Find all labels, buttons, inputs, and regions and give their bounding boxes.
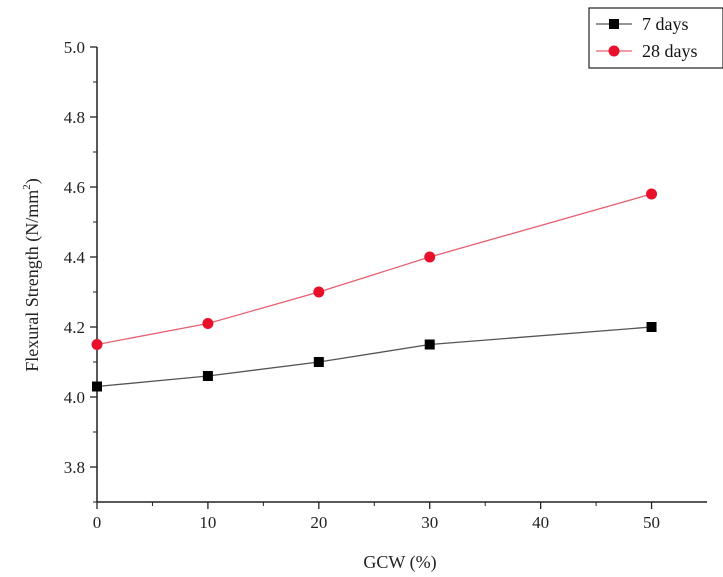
x-tick-label: 50 — [643, 513, 660, 532]
x-axis-title: GCW (%) — [363, 552, 436, 573]
legend: 7 days 28 days — [588, 7, 723, 69]
legend-marker-circle — [608, 45, 620, 57]
axes — [96, 47, 707, 503]
y-tick-label: 4.0 — [64, 388, 85, 407]
series-line — [96, 193, 652, 346]
data-point-circle — [424, 251, 436, 263]
legend-label: 7 days — [642, 14, 689, 34]
x-tick-label: 10 — [199, 513, 216, 532]
data-point-square — [424, 339, 435, 350]
axis-ticks: 0 10 20 30 40 50 3.8 4.0 4.2 4.4 4.6 4.8 5.0 — [64, 38, 660, 532]
data-point-circle — [313, 286, 325, 298]
data-point-circle — [202, 318, 214, 329]
x-tick-label: 40 — [532, 513, 549, 532]
y-axis-title-suffix: ) — [22, 178, 43, 184]
legend-marker-square — [609, 19, 619, 29]
y-tick-label: 4.6 — [64, 178, 85, 197]
x-tick-label: 20 — [310, 513, 327, 532]
y-tick-label: 3.8 — [64, 458, 85, 477]
data-point-circle — [91, 339, 103, 350]
x-tick-label: 0 — [93, 513, 102, 532]
y-axis-title-superscript: 2 — [21, 184, 33, 190]
data-point-square — [313, 357, 324, 367]
data-point-circle — [646, 188, 658, 200]
y-tick-label: 4.4 — [64, 248, 86, 267]
legend-box — [588, 7, 723, 69]
series-line — [96, 326, 652, 388]
data-point-square — [202, 371, 213, 381]
y-tick-label: 4.8 — [64, 108, 85, 127]
y-axis-title: Flexural Strength (N/mm2) — [21, 178, 43, 371]
data-point-square — [646, 322, 657, 332]
legend-label: 28 days — [642, 41, 698, 61]
x-tick-label: 30 — [421, 513, 438, 532]
y-tick-label: 5.0 — [64, 38, 85, 57]
legend-items: 7 days 28 days — [596, 14, 698, 61]
y-tick-label: 4.2 — [64, 318, 85, 337]
series-twenty-eight-days — [91, 188, 658, 350]
series-seven-days — [92, 322, 657, 392]
data-point-square — [92, 381, 102, 392]
y-axis-title-main: Flexural Strength (N/mm — [22, 190, 43, 372]
data-series — [91, 188, 658, 392]
